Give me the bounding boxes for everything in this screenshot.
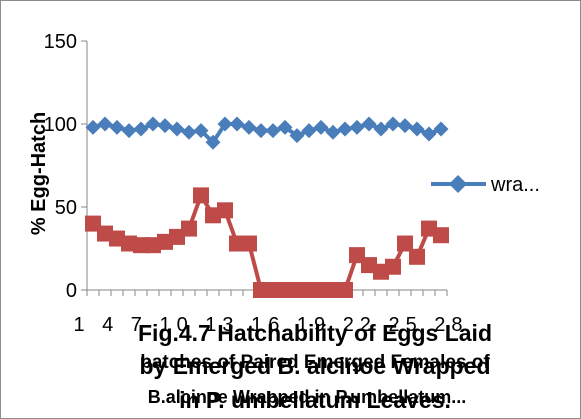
series-0-point-15	[253, 123, 269, 139]
series-0-point-2	[97, 116, 113, 132]
series-1-point-12	[217, 202, 233, 219]
series-0-point-9	[181, 124, 197, 140]
series-0-point-16	[265, 123, 281, 139]
series-0-point-27	[397, 118, 413, 134]
series-0-point-8	[169, 121, 185, 137]
series-0-point-12	[217, 116, 233, 132]
category-overlay-line-2: B.alcinoe Wrapped in P.umbellatum...	[148, 387, 466, 407]
series-0-point-25	[373, 121, 389, 137]
series-0-point-28	[409, 121, 425, 137]
x-tick-labels: 1 4 7 10 13 16 19 22 25 28	[73, 314, 468, 336]
figure-caption-line-2: by Emerged B. alcinoe Wrapped	[139, 353, 490, 379]
series-1-point-9	[181, 220, 197, 237]
series-0-point-14	[241, 119, 257, 135]
series-0-point-24	[361, 116, 377, 132]
caption-overlay: batches of Paired Emerged Females of B.a…	[138, 320, 492, 413]
series-layer	[85, 116, 449, 298]
y-tick-label-50: 50	[55, 197, 77, 219]
category-overlay-line-1: batches of Paired Emerged Females of	[140, 352, 490, 373]
y-tick-label-150: 150	[44, 31, 77, 53]
series-0-point-6	[145, 116, 161, 132]
series-0-point-11	[205, 134, 221, 150]
series-1-point-30	[433, 227, 449, 244]
series-1-point-27	[397, 235, 413, 252]
series-0-point-3	[109, 119, 125, 135]
series-0-point-19	[301, 123, 317, 139]
series-0-point-21	[325, 124, 341, 140]
series-0-point-1	[85, 119, 101, 135]
series-0-point-26	[385, 116, 401, 132]
legend-entry-wrapped: wra...	[490, 174, 540, 196]
series-0-point-30	[433, 121, 449, 137]
series-1-point-22	[337, 282, 353, 298]
series-0-point-13	[229, 116, 245, 132]
figure-caption-line-3: in P. umbellatum Leaves.	[179, 387, 451, 413]
series-1-point-14	[241, 235, 257, 252]
series-0-point-4	[121, 123, 137, 139]
y-tick-label-100: 100	[44, 114, 77, 136]
series-1-point-10	[193, 187, 209, 204]
series-0-point-18	[289, 128, 305, 144]
series-0-point-23	[349, 119, 365, 135]
series-0-point-5	[133, 121, 149, 137]
series-0-point-17	[277, 119, 293, 135]
series-0-point-20	[313, 119, 329, 135]
legend-marker	[449, 175, 467, 193]
series-0-point-22	[337, 121, 353, 137]
y-tick-label-0: 0	[66, 280, 77, 302]
legend: wra...	[431, 174, 540, 196]
series-0-point-10	[193, 123, 209, 139]
series-0-point-7	[157, 118, 173, 134]
figure-caption-line-1: Fig.4.7 Hatchability of Eggs Laid	[138, 320, 492, 346]
y-axis-title: % Egg-Hatch	[28, 112, 50, 235]
series-1-point-26	[385, 258, 401, 275]
series-0-point-29	[421, 126, 437, 142]
series-1-point-28	[409, 248, 425, 265]
axes-layer: 0 50 100 150 % Egg-Hatch 1 4 7 10 13 16 19 22…	[28, 31, 468, 336]
